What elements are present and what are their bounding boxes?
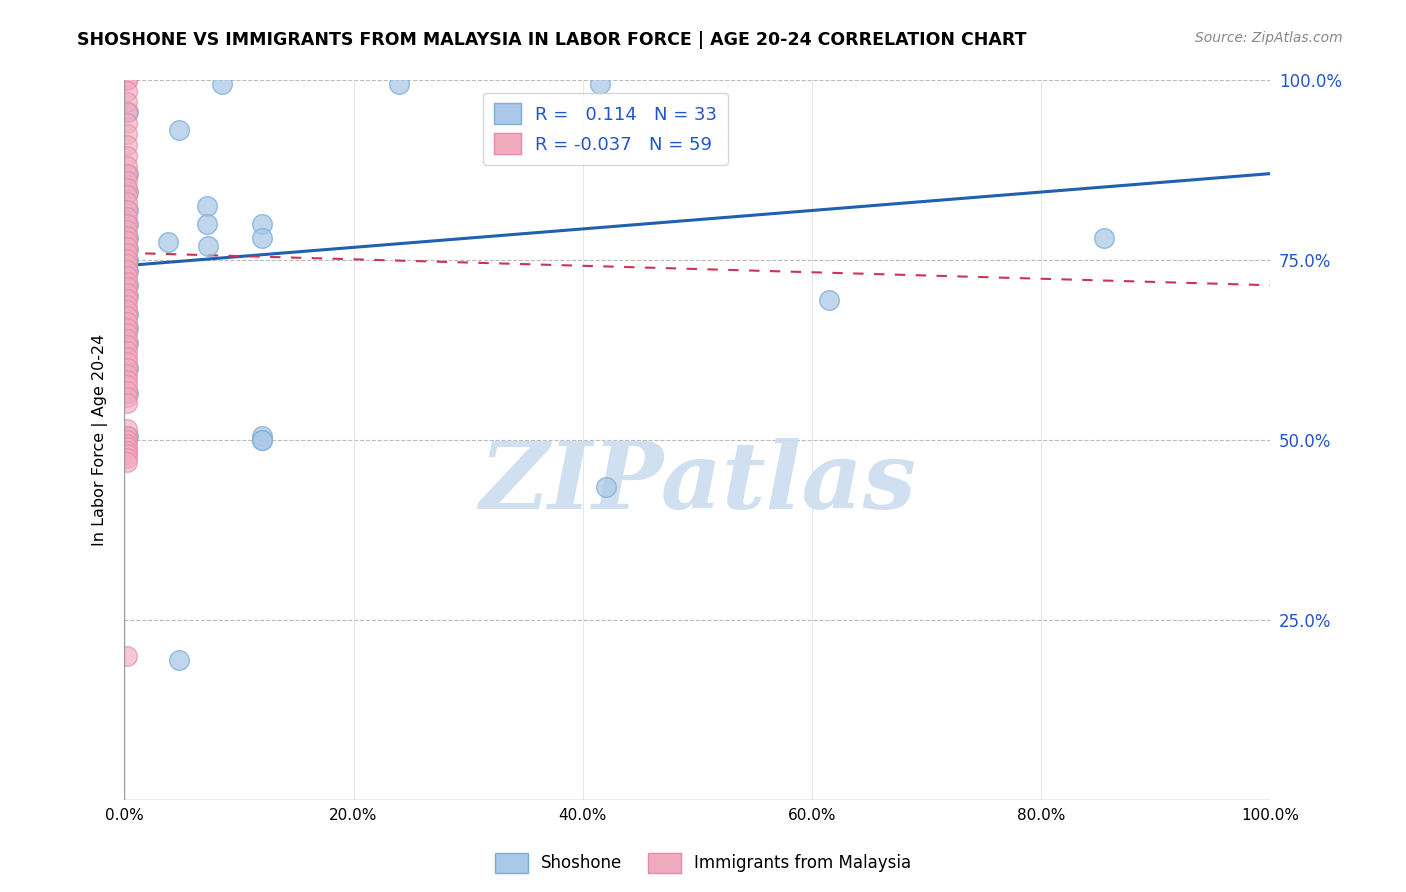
Point bbox=[115, 245, 138, 260]
Point bbox=[115, 455, 138, 469]
Point bbox=[388, 77, 411, 91]
Point bbox=[115, 361, 138, 376]
Point bbox=[115, 127, 138, 141]
Point bbox=[115, 395, 138, 409]
Point bbox=[169, 123, 191, 137]
Point bbox=[117, 253, 139, 268]
Point bbox=[115, 429, 138, 443]
Point bbox=[115, 292, 138, 306]
Point bbox=[818, 293, 841, 307]
Point bbox=[115, 378, 138, 392]
Point bbox=[250, 231, 273, 245]
Point bbox=[115, 280, 138, 294]
Point bbox=[115, 355, 138, 369]
Point bbox=[115, 160, 138, 174]
Point bbox=[115, 343, 138, 358]
Point bbox=[117, 217, 139, 231]
Point bbox=[115, 332, 138, 346]
Point bbox=[595, 480, 617, 494]
Point bbox=[117, 202, 139, 217]
Point bbox=[115, 235, 138, 249]
Point bbox=[115, 649, 138, 664]
Point bbox=[115, 181, 138, 195]
Text: ZIPatlas: ZIPatlas bbox=[479, 438, 915, 528]
Point bbox=[117, 264, 139, 278]
Point bbox=[115, 95, 138, 109]
Legend: R =   0.114   N = 33, R = -0.037   N = 59: R = 0.114 N = 33, R = -0.037 N = 59 bbox=[482, 93, 728, 165]
Point bbox=[115, 298, 138, 312]
Point bbox=[117, 278, 139, 293]
Point bbox=[195, 217, 218, 231]
Point bbox=[115, 167, 138, 181]
Point bbox=[115, 320, 138, 334]
Point bbox=[115, 174, 138, 188]
Point bbox=[115, 443, 138, 458]
Point bbox=[115, 73, 138, 87]
Y-axis label: In Labor Force | Age 20-24: In Labor Force | Age 20-24 bbox=[93, 334, 108, 546]
Point bbox=[117, 335, 139, 350]
Point bbox=[115, 390, 138, 404]
Point bbox=[115, 148, 138, 162]
Point bbox=[115, 275, 138, 289]
Point bbox=[115, 309, 138, 323]
Point bbox=[115, 105, 138, 120]
Point bbox=[156, 235, 179, 249]
Point bbox=[117, 321, 139, 335]
Point bbox=[117, 231, 139, 245]
Point bbox=[115, 268, 138, 283]
Legend: Shoshone, Immigrants from Malaysia: Shoshone, Immigrants from Malaysia bbox=[488, 847, 918, 880]
Point bbox=[250, 433, 273, 447]
Point bbox=[115, 137, 138, 152]
Point bbox=[211, 77, 233, 91]
Point bbox=[250, 429, 273, 443]
Point bbox=[115, 116, 138, 130]
Point bbox=[115, 303, 138, 318]
Point bbox=[117, 185, 139, 199]
Point bbox=[115, 84, 138, 98]
Point bbox=[169, 653, 191, 667]
Point bbox=[115, 228, 138, 243]
Text: Source: ZipAtlas.com: Source: ZipAtlas.com bbox=[1195, 31, 1343, 45]
Point bbox=[195, 199, 218, 213]
Point bbox=[115, 195, 138, 210]
Point bbox=[115, 350, 138, 364]
Point bbox=[115, 326, 138, 341]
Point bbox=[115, 338, 138, 352]
Point bbox=[115, 422, 138, 436]
Point bbox=[115, 451, 138, 466]
Point bbox=[115, 73, 138, 87]
Point bbox=[115, 373, 138, 387]
Point bbox=[117, 307, 139, 321]
Text: SHOSHONE VS IMMIGRANTS FROM MALAYSIA IN LABOR FORCE | AGE 20-24 CORRELATION CHAR: SHOSHONE VS IMMIGRANTS FROM MALAYSIA IN … bbox=[77, 31, 1026, 49]
Point bbox=[197, 238, 219, 252]
Point bbox=[115, 384, 138, 398]
Point bbox=[115, 440, 138, 454]
Point bbox=[589, 77, 612, 91]
Point bbox=[115, 436, 138, 450]
Point bbox=[117, 386, 139, 401]
Point bbox=[115, 217, 138, 231]
Point bbox=[115, 257, 138, 271]
Point bbox=[115, 433, 138, 447]
Point bbox=[250, 217, 273, 231]
Point bbox=[115, 240, 138, 254]
Point bbox=[117, 167, 139, 181]
Point bbox=[117, 361, 139, 376]
Point bbox=[117, 105, 139, 120]
Point bbox=[115, 252, 138, 266]
Point bbox=[115, 202, 138, 217]
Point bbox=[115, 367, 138, 381]
Point bbox=[115, 286, 138, 301]
Point bbox=[1092, 231, 1115, 245]
Point bbox=[115, 188, 138, 202]
Point bbox=[115, 210, 138, 224]
Point bbox=[115, 315, 138, 329]
Point bbox=[117, 429, 139, 443]
Point bbox=[115, 263, 138, 277]
Point bbox=[115, 447, 138, 461]
Point bbox=[115, 223, 138, 237]
Point bbox=[117, 289, 139, 303]
Point bbox=[117, 242, 139, 256]
Point bbox=[250, 433, 273, 447]
